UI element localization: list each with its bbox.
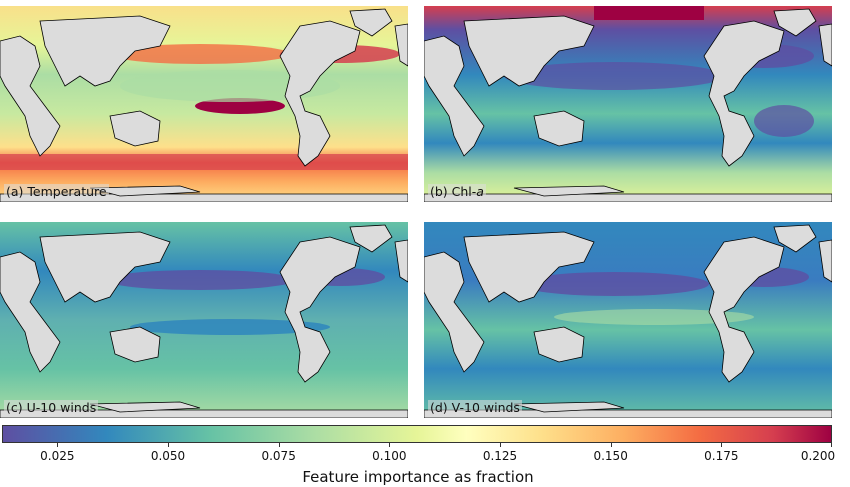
colorbar-tick bbox=[168, 443, 169, 447]
colorbar-tick-label: 0.200 bbox=[800, 449, 836, 463]
colorbar-tick-label: 0.150 bbox=[593, 449, 628, 463]
colorbar-tick bbox=[389, 443, 391, 447]
colorbar-title: Feature importance as fraction bbox=[302, 468, 534, 486]
u10-winds-map bbox=[0, 222, 408, 418]
colorbar-tick-label: 0.025 bbox=[40, 449, 75, 463]
panel-label-b: (b) Chl-a bbox=[428, 184, 486, 199]
land-mass bbox=[424, 8, 832, 202]
colorbar bbox=[2, 425, 832, 443]
land-mass bbox=[0, 8, 408, 202]
colorbar-tick bbox=[721, 443, 723, 447]
panel-label-d: (d) V-10 winds bbox=[428, 400, 522, 415]
land-mass bbox=[0, 224, 408, 418]
colorbar-tick bbox=[831, 443, 832, 447]
v10-winds-map bbox=[424, 222, 832, 418]
map-panel-u10-winds: (c) U-10 winds bbox=[0, 222, 408, 418]
colorbar-tick bbox=[610, 443, 612, 447]
land-mass bbox=[424, 224, 832, 418]
map-panel-v10-winds: (d) V-10 winds bbox=[424, 222, 832, 418]
panel-label-a: (a) Temperature bbox=[4, 184, 109, 199]
colorbar-tick bbox=[57, 443, 59, 447]
map-panel-temperature: (a) Temperature bbox=[0, 6, 408, 202]
colorbar-tick-label: 0.100 bbox=[372, 449, 407, 463]
temperature-map bbox=[0, 6, 408, 202]
map-panel-chl-a: (b) Chl-a bbox=[424, 6, 832, 202]
colorbar-tick-label: 0.175 bbox=[704, 449, 739, 463]
chl-a-map bbox=[424, 6, 832, 202]
colorbar-tick-label: 0.050 bbox=[150, 449, 186, 463]
panel-label-c: (c) U-10 winds bbox=[4, 400, 99, 415]
colorbar-tick-label: 0.075 bbox=[261, 449, 296, 463]
colorbar-tick-label: 0.125 bbox=[482, 449, 518, 463]
colorbar-tick bbox=[500, 443, 501, 447]
colorbar-tick bbox=[278, 443, 280, 447]
